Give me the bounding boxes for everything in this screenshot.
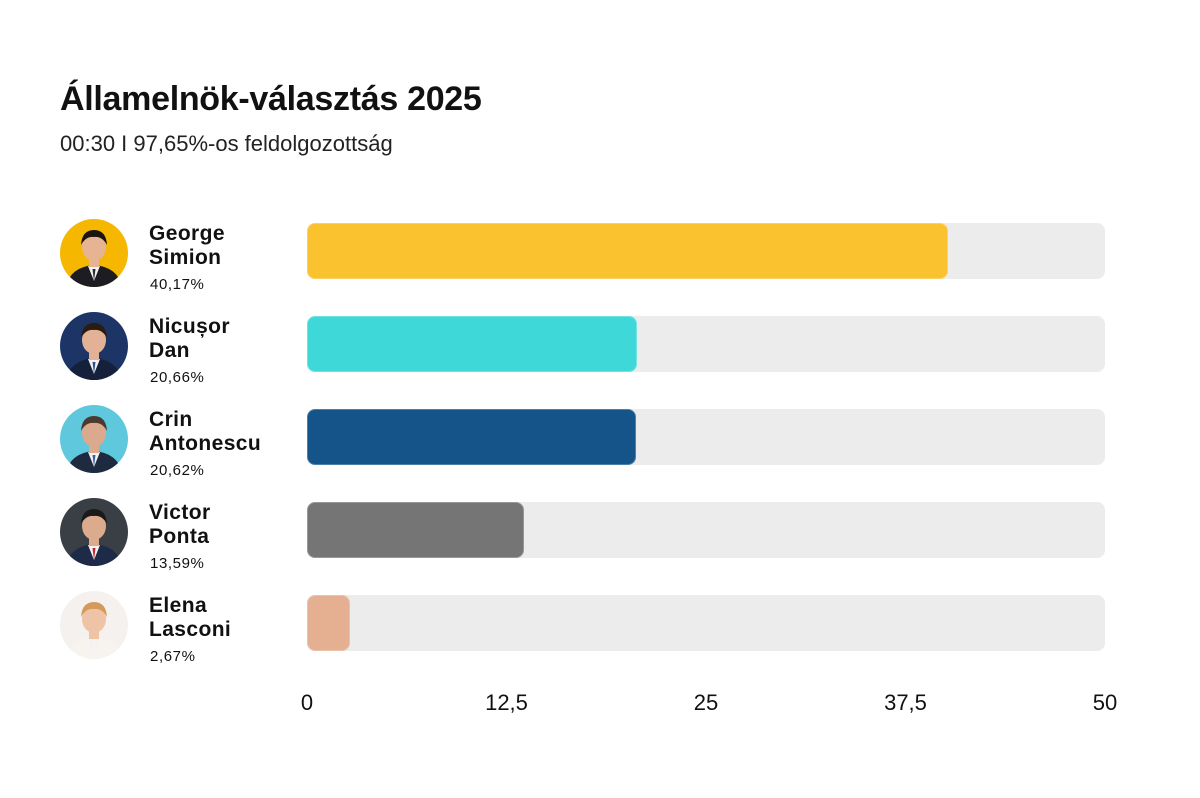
candidate-first-name: Elena: [149, 594, 208, 617]
candidate-percent: 20,66%: [150, 369, 205, 386]
portrait-nicusor-dan-icon: [60, 312, 128, 380]
candidate-name: Crin Antonescu: [149, 408, 299, 456]
bar-ponta: [307, 502, 524, 558]
x-tick-label: 50: [1092, 690, 1118, 715]
bar-simion: [307, 223, 949, 279]
candidate-last-name: Lasconi: [149, 618, 232, 641]
chart-title: Államelnök-választás 2025: [60, 80, 482, 118]
portrait-crin-antonescu-icon: [60, 405, 128, 473]
x-tick-label: 37,5: [884, 690, 927, 715]
candidate-name: Elena Lasconi: [149, 594, 299, 642]
bar-track: [307, 316, 1105, 372]
candidate-name: Nicușor Dan: [149, 315, 299, 363]
x-tick-label: 25: [693, 690, 719, 715]
candidate-row: Elena Lasconi 2,67%: [0, 588, 1200, 670]
portrait-george-simion-icon: [60, 219, 128, 287]
portrait-victor-ponta-icon: [60, 498, 128, 566]
candidate-first-name: George: [149, 222, 225, 245]
candidate-percent: 40,17%: [150, 276, 205, 293]
portrait-elena-lasconi-icon: [60, 591, 128, 659]
candidate-row: Nicușor Dan 20,66%: [0, 309, 1200, 391]
bar-track: [307, 502, 1105, 558]
bar-antonescu: [307, 409, 637, 465]
candidate-last-name: Simion: [149, 246, 222, 269]
candidate-row: George Simion 40,17%: [0, 216, 1200, 298]
candidate-row: Crin Antonescu 20,62%: [0, 402, 1200, 484]
x-tick-label: 0: [300, 690, 314, 715]
candidate-percent: 20,62%: [150, 462, 205, 479]
candidate-percent: 13,59%: [150, 555, 205, 572]
candidate-last-name: Dan: [149, 339, 190, 362]
chart-subtitle: 00:30 I 97,65%-os feldolgozottság: [60, 131, 393, 156]
candidate-last-name: Antonescu: [149, 432, 262, 455]
x-tick-label: 12,5: [485, 690, 528, 715]
candidate-first-name: Nicușor: [149, 315, 230, 338]
candidate-row: Victor Ponta 13,59%: [0, 495, 1200, 577]
bar-track: [307, 595, 1105, 651]
candidate-first-name: Victor: [149, 501, 211, 524]
bar-dan: [307, 316, 637, 372]
candidate-name: George Simion: [149, 222, 299, 270]
candidate-last-name: Ponta: [149, 525, 210, 548]
bar-lasconi: [307, 595, 350, 651]
candidate-name: Victor Ponta: [149, 501, 299, 549]
bar-track: [307, 409, 1105, 465]
bar-track: [307, 223, 1105, 279]
candidate-percent: 2,67%: [150, 648, 196, 665]
candidate-first-name: Crin: [149, 408, 193, 431]
